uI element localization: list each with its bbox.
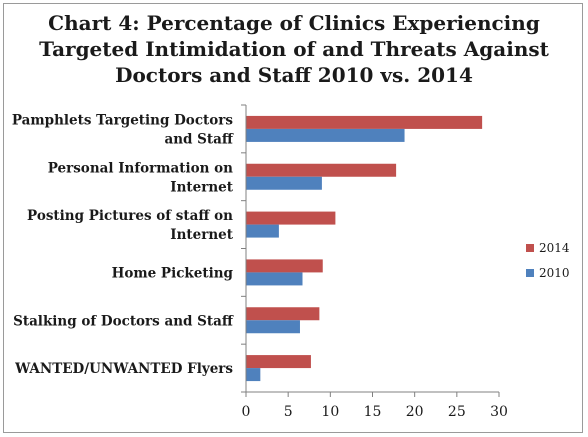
bar-2010-4 xyxy=(246,320,300,334)
legend-swatch-2010 xyxy=(526,269,534,277)
category-label-5-0: WANTED/UNWANTED Flyers xyxy=(14,361,233,377)
bar-2014-4 xyxy=(246,307,320,321)
category-label-3-0: Home Picketing xyxy=(112,265,234,281)
category-label-4-0: Stalking of Doctors and Staff xyxy=(13,313,234,329)
category-label-0-0: Pamphlets Targeting Doctors xyxy=(12,112,234,128)
x-tick-label-1: 5 xyxy=(284,404,293,420)
bar-2010-3 xyxy=(246,272,303,286)
bar-2010-2 xyxy=(246,224,279,238)
legend-label-2014: 2014 xyxy=(539,241,570,255)
x-tick-label-6: 30 xyxy=(490,404,508,420)
category-label-1-1: Internet xyxy=(170,179,233,195)
legend-label-2010: 2010 xyxy=(539,266,570,280)
chart-title-line-1: Chart 4: Percentage of Clinics Experienc… xyxy=(48,11,540,35)
bar-2014-2 xyxy=(246,211,336,225)
bar-2010-5 xyxy=(246,368,261,382)
x-tick-label-5: 25 xyxy=(448,404,466,420)
category-label-2-0: Posting Pictures of staff on xyxy=(27,208,233,224)
bar-2014-0 xyxy=(246,115,483,129)
bar-2014-1 xyxy=(246,163,397,177)
chart-title-line-3: Doctors and Staff 2010 vs. 2014 xyxy=(115,63,473,87)
category-label-1-0: Personal Information on xyxy=(48,160,233,176)
legend-swatch-2014 xyxy=(526,244,534,252)
bar-2010-1 xyxy=(246,176,322,190)
x-tick-label-4: 20 xyxy=(406,404,424,420)
bar-2014-3 xyxy=(246,259,323,273)
chart-title: Chart 4: Percentage of Clinics Experienc… xyxy=(0,10,588,88)
bar-2010-0 xyxy=(246,128,405,142)
chart-title-line-2: Targeted Intimidation of and Threats Aga… xyxy=(39,37,549,61)
x-tick-label-3: 15 xyxy=(364,404,382,420)
category-label-2-1: Internet xyxy=(170,227,233,243)
x-tick-label-0: 0 xyxy=(242,404,251,420)
bar-2014-5 xyxy=(246,355,311,369)
x-tick-label-2: 10 xyxy=(321,404,339,420)
category-label-0-1: and Staff xyxy=(164,131,233,147)
